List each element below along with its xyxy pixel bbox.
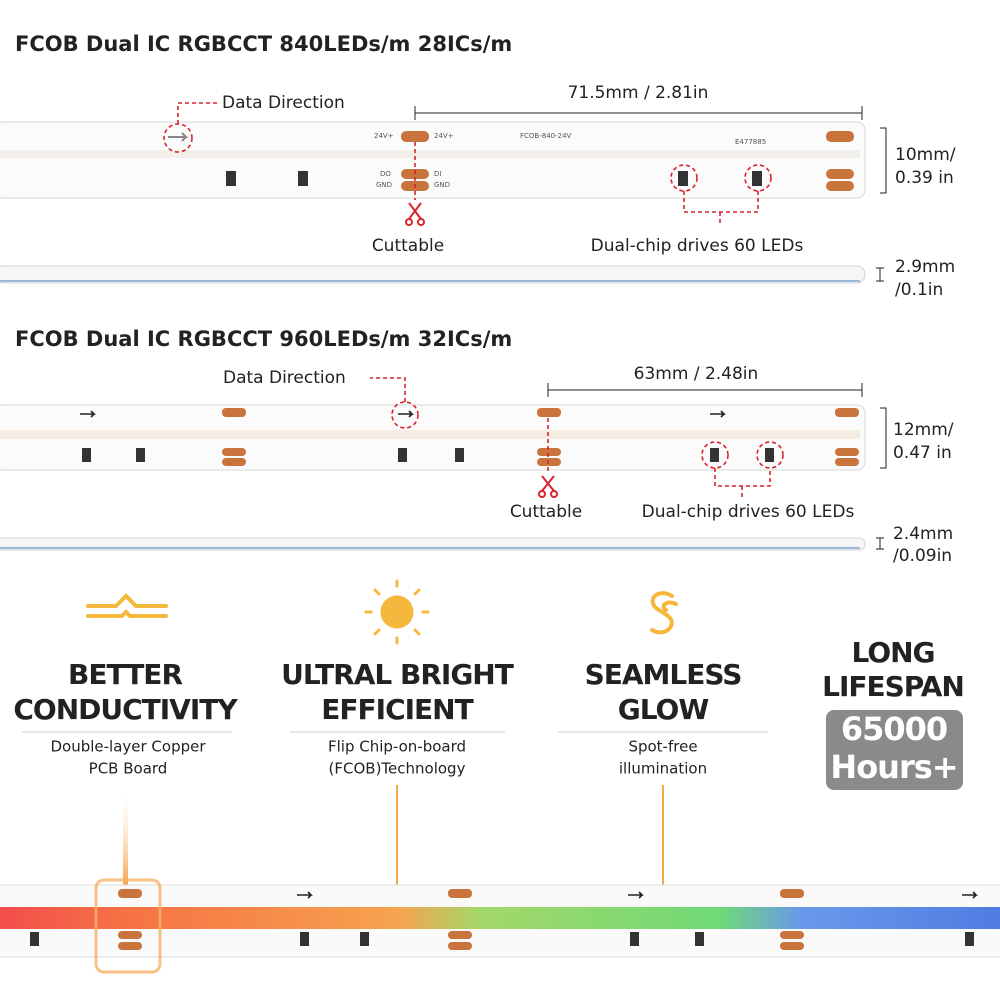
led-strip — [0, 121, 866, 199]
ic-chips — [226, 171, 762, 186]
dimension-line — [547, 383, 863, 397]
ic-chips — [82, 448, 774, 462]
pointer-line — [123, 785, 128, 885]
label: 0.39 in — [895, 168, 954, 188]
highlight-circle — [391, 401, 419, 429]
copper-pads — [222, 408, 859, 466]
leader-line — [370, 377, 406, 402]
board-label: GND — [376, 181, 392, 189]
feature-desc: (FCOB)Technology — [329, 760, 466, 778]
feature-title: BETTER — [68, 658, 182, 691]
label: 63mm / 2.48in — [634, 364, 759, 384]
label: /0.09in — [893, 546, 952, 566]
bracket — [880, 407, 887, 469]
dimension-line — [414, 106, 863, 120]
light-band — [0, 907, 1000, 929]
cob-band — [0, 430, 860, 439]
direction-arrow — [297, 891, 978, 899]
lifespan-title: LIFESPAN — [822, 670, 964, 703]
thickness-marker — [876, 267, 884, 282]
label: Data Direction — [222, 93, 345, 113]
lifespan-value: 65000 — [841, 710, 947, 748]
copper-pads — [401, 131, 854, 191]
copper-pads — [118, 889, 804, 950]
feature-title: CONDUCTIVITY — [13, 693, 238, 726]
feature-title: ULTRAL BRIGHT — [281, 658, 514, 691]
label: 10mm/ — [895, 145, 956, 165]
feature-title: SEAMLESS — [585, 658, 742, 691]
direction-arrow — [168, 132, 189, 142]
glow-icon — [650, 591, 678, 635]
highlight-circle — [701, 441, 729, 469]
board-label: DO — [380, 170, 391, 178]
label: 0.47 in — [893, 443, 952, 463]
label: Dual-chip drives 60 LEDs — [642, 502, 855, 522]
ic-chips — [30, 932, 974, 946]
cut-highlight — [94, 878, 162, 974]
label: Dual-chip drives 60 LEDs — [591, 236, 804, 256]
scissors-icon — [538, 475, 558, 498]
direction-arrow — [80, 410, 726, 418]
label: /0.1in — [895, 280, 943, 300]
lifespan-badge — [826, 710, 963, 790]
lifespan-title: LONG — [851, 636, 934, 669]
scissors-icon — [405, 202, 425, 226]
cob-band — [0, 150, 860, 158]
highlight-circle — [756, 441, 784, 469]
board-label: 24V+ — [374, 132, 394, 140]
feature-desc: PCB Board — [89, 760, 168, 778]
bracket — [880, 127, 887, 194]
label: 2.9mm — [895, 257, 955, 277]
feature-desc: Flip Chip-on-board — [328, 738, 466, 756]
label: 2.4mm — [893, 524, 953, 544]
thickness-marker — [876, 537, 884, 550]
board-label: 24V+ — [434, 132, 454, 140]
board-label: DI — [434, 170, 441, 178]
leader-line — [714, 468, 771, 498]
label: Cuttable — [510, 502, 582, 522]
section-title: FCOB Dual IC RGBCCT 960LEDs/m 32ICs/m — [15, 327, 512, 351]
label: Cuttable — [372, 236, 444, 256]
label: Data Direction — [223, 368, 346, 388]
feature-desc: Double-layer Copper — [50, 738, 206, 756]
leader-line — [177, 102, 218, 124]
strip-profile — [0, 265, 866, 284]
sun-icon — [364, 579, 430, 645]
section-title: FCOB Dual IC RGBCCT 840LEDs/m 28ICs/m — [15, 32, 512, 56]
board-label: GND — [434, 181, 450, 189]
lifespan-unit: Hours+ — [830, 748, 957, 786]
label: 71.5mm / 2.81in — [568, 83, 709, 103]
strip-profile — [0, 537, 866, 551]
feature-desc: Spot-free — [628, 738, 697, 756]
highlight-circle — [744, 164, 772, 192]
feature-title: GLOW — [618, 693, 710, 726]
board-label: FCOB-840-24V — [520, 132, 572, 140]
feature-title: EFFICIENT — [321, 693, 473, 726]
board-label: E477885 — [735, 138, 766, 146]
highlight-circle — [670, 164, 698, 192]
label: 12mm/ — [893, 420, 954, 440]
feature-desc: illumination — [619, 760, 707, 778]
conductivity-icon — [86, 593, 168, 618]
leader-line — [683, 191, 759, 226]
